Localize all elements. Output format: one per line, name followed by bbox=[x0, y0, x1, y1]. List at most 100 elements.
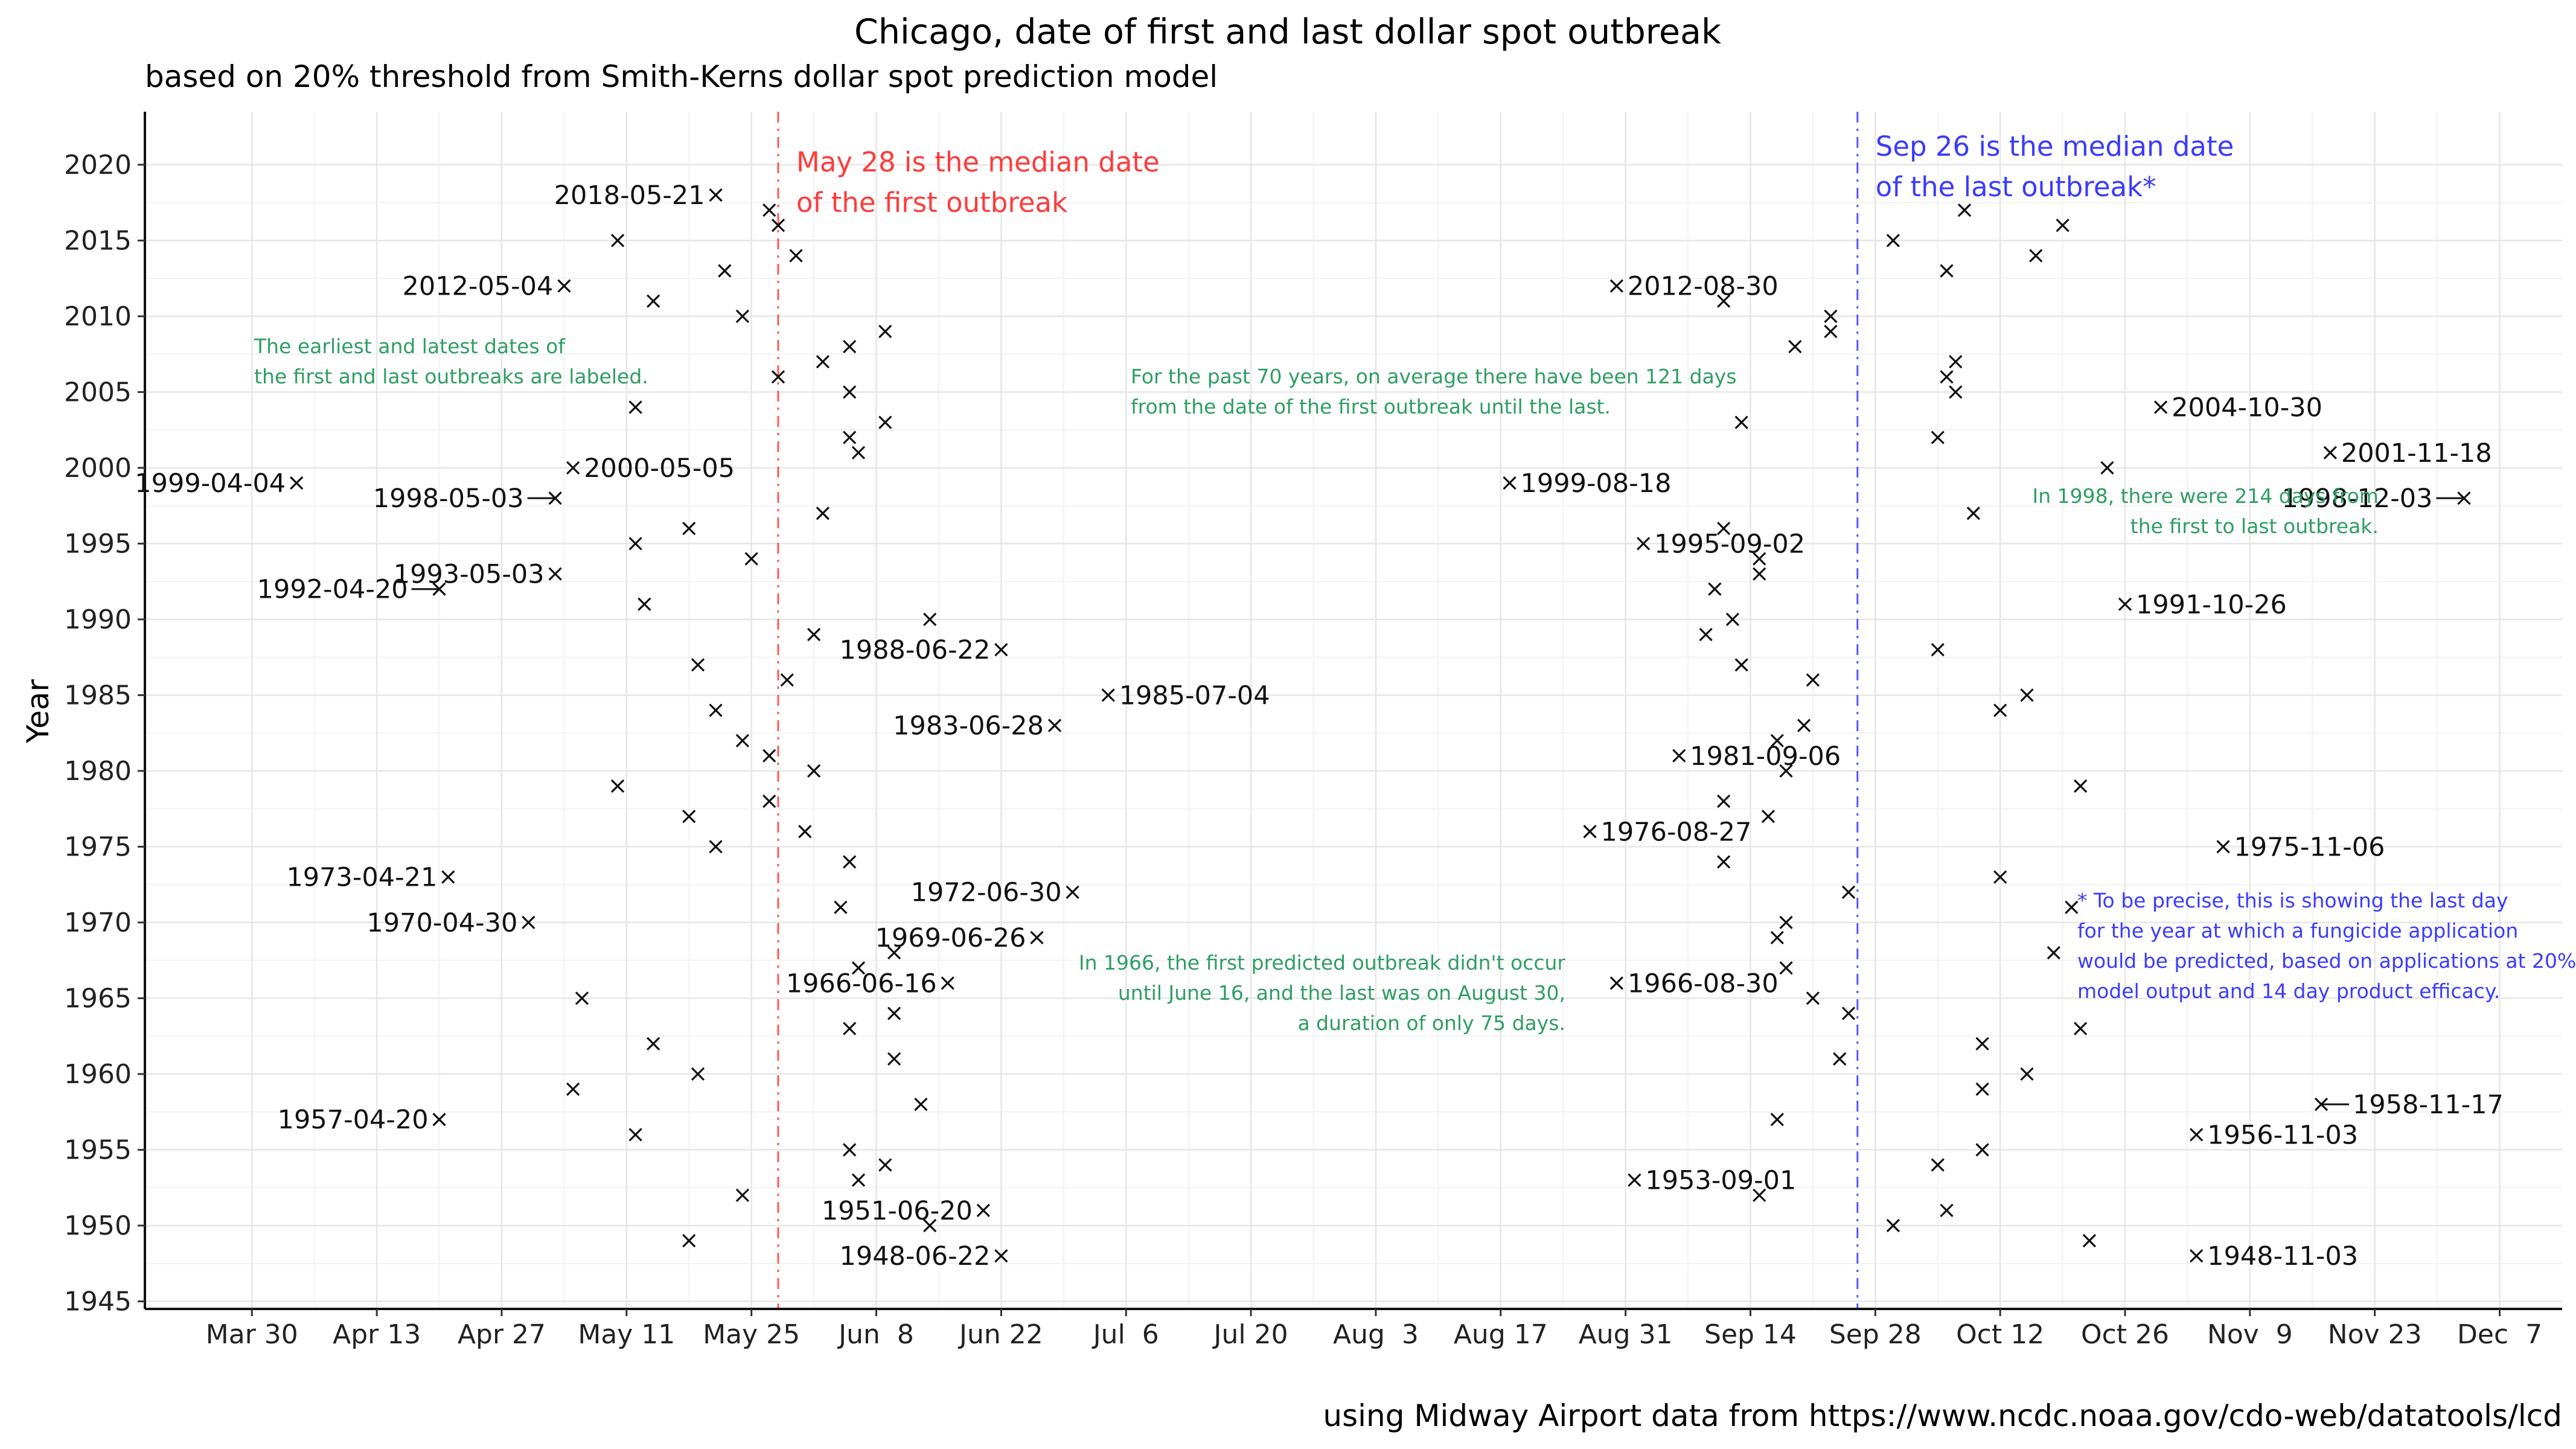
last-outbreak-point bbox=[1779, 764, 1793, 778]
annotation-median-last: Sep 26 is the median date bbox=[1876, 130, 2234, 162]
y-tick-label: 1995 bbox=[64, 528, 132, 559]
first-outbreak-point-stroke bbox=[522, 915, 535, 930]
last-outbreak-point-stroke bbox=[1753, 1188, 1766, 1202]
last-outbreak-point-stroke bbox=[1717, 794, 1731, 808]
last-outbreak-point-stroke bbox=[1717, 855, 1731, 869]
first-outbreak-point bbox=[923, 1218, 937, 1233]
first-outbreak-point bbox=[878, 1158, 892, 1172]
annotation-note-1998: In 1998, there were 214 days from bbox=[2033, 484, 2379, 508]
first-outbreak-point bbox=[575, 991, 589, 1005]
last-outbreak-point bbox=[2118, 597, 2132, 611]
first-outbreak-point-stroke bbox=[994, 1249, 1008, 1263]
first-outbreak-point-stroke bbox=[851, 961, 866, 975]
last-outbreak-point-stroke bbox=[1672, 749, 1686, 763]
last-outbreak-point bbox=[1725, 612, 1740, 627]
last-outbreak-point bbox=[1966, 507, 1980, 520]
first-outbreak-point bbox=[807, 627, 821, 642]
first-outbreak-point bbox=[718, 264, 732, 278]
annotations: May 28 is the median date of the first ou… bbox=[254, 130, 2576, 1035]
last-outbreak-point-stroke bbox=[1940, 370, 1954, 384]
last-outbreak-point bbox=[1753, 552, 1766, 566]
annotation-average-note: For the past 70 years, on average there … bbox=[1131, 365, 1737, 388]
first-outbreak-point-stroke bbox=[834, 900, 848, 914]
x-tick-label: Dec 7 bbox=[2457, 1319, 2542, 1350]
first-outbreak-point bbox=[843, 1022, 857, 1035]
annotation-median-first: May 28 is the median date bbox=[796, 146, 1160, 178]
first-outbreak-point-stroke bbox=[771, 219, 785, 232]
first-outbreak-point-stroke bbox=[878, 415, 892, 429]
first-outbreak-point-stroke bbox=[709, 703, 723, 717]
first-outbreak-point-stroke bbox=[628, 400, 642, 414]
first-outbreak-point-stroke bbox=[807, 764, 821, 778]
chart-title: Chicago, date of first and last dollar s… bbox=[854, 12, 1721, 52]
first-outbreak-point-stroke bbox=[878, 324, 892, 339]
y-tick-label: 1990 bbox=[64, 604, 132, 635]
last-outbreak-point bbox=[1949, 355, 1963, 369]
last-outbreak-point bbox=[1841, 1006, 1856, 1020]
last-outbreak-point bbox=[1975, 1082, 1989, 1096]
x-tick-label: May 11 bbox=[578, 1319, 675, 1350]
first-outbreak-point bbox=[548, 567, 562, 581]
first-outbreak-point bbox=[843, 1143, 857, 1157]
last-outbreak-point-stroke bbox=[1833, 1052, 1847, 1066]
last-outbreak-point bbox=[1637, 537, 1651, 551]
y-tick-label: 1945 bbox=[64, 1286, 132, 1317]
annotation-note-1966: until June 16, and the last was on Augus… bbox=[1118, 981, 1565, 1005]
last-outbreak-point-stroke bbox=[1824, 309, 1838, 323]
last-outbreak-point bbox=[1628, 1173, 1641, 1187]
first-outbreak-point-stroke bbox=[432, 1113, 446, 1127]
last-outbreak-point bbox=[2082, 1233, 2097, 1248]
point-label: 2004-10-30 bbox=[2172, 392, 2322, 423]
last-outbreak-point bbox=[1717, 294, 1731, 308]
first-outbreak-point bbox=[691, 658, 705, 672]
point-label: 1953-09-01 bbox=[1645, 1166, 1796, 1196]
axes bbox=[144, 112, 2562, 1310]
last-outbreak-point bbox=[1886, 1218, 1900, 1233]
last-outbreak-point bbox=[1734, 658, 1748, 672]
last-outbreak-point-stroke bbox=[2029, 249, 2043, 263]
point-label: 1988-06-22 bbox=[839, 635, 990, 665]
first-outbreak-point bbox=[682, 1233, 696, 1248]
last-outbreak-point-stroke bbox=[1824, 324, 1838, 339]
last-outbreak-point bbox=[2056, 219, 2069, 232]
first-outbreak-point-stroke bbox=[816, 355, 830, 369]
last-outbreak-point-stroke bbox=[1949, 355, 1963, 369]
y-tick-label: 2020 bbox=[64, 150, 132, 181]
first-outbreak-point-stroke bbox=[575, 991, 589, 1005]
first-outbreak-point bbox=[843, 339, 857, 354]
x-axis-ticks: Mar 30 Apr 13 Apr 27 May 11 May 25 Jun 8 Jun 2… bbox=[206, 1309, 2542, 1350]
x-tick-label: May 25 bbox=[703, 1319, 800, 1350]
x-tick-label: Apr 27 bbox=[458, 1319, 546, 1350]
point-label: 1972-06-30 bbox=[911, 878, 1062, 908]
first-outbreak-point-stroke bbox=[566, 461, 580, 475]
last-outbreak-point bbox=[2029, 249, 2043, 263]
first-outbreak-point-stroke bbox=[851, 446, 866, 459]
last-outbreak-point-stroke bbox=[1993, 870, 2007, 884]
first-outbreak-point-stroke bbox=[843, 1022, 857, 1035]
x-tick-label: Aug 17 bbox=[1454, 1319, 1548, 1350]
last-outbreak-point bbox=[1940, 1203, 1954, 1217]
first-outbreak-point-stroke bbox=[780, 673, 794, 687]
first-outbreak-point bbox=[878, 324, 892, 339]
x-tick-label: Apr 13 bbox=[333, 1319, 421, 1350]
point-label: 2012-05-04 bbox=[403, 272, 554, 302]
last-outbreak-point-stroke bbox=[2323, 446, 2337, 459]
last-outbreak-point bbox=[1931, 642, 1945, 657]
point-label: 1975-11-06 bbox=[2234, 832, 2385, 862]
x-tick-label: Jul 20 bbox=[1212, 1319, 1288, 1350]
annotation-footnote: for the year at which a fungicide applic… bbox=[2077, 919, 2518, 942]
annotation-median-last: of the last outbreak* bbox=[1876, 171, 2156, 203]
y-tick-label: 1960 bbox=[64, 1059, 132, 1090]
annotation-footnote: would be predicted, based on application… bbox=[2077, 949, 2576, 973]
first-outbreak-point bbox=[290, 476, 304, 490]
last-outbreak-point bbox=[1672, 749, 1686, 763]
point-label: 1998-05-03 bbox=[373, 484, 524, 514]
last-outbreak-point-stroke bbox=[2020, 688, 2034, 702]
point-label: 1966-08-30 bbox=[1628, 968, 1779, 999]
first-outbreak-point-stroke bbox=[843, 430, 857, 444]
point-label: 1973-04-21 bbox=[286, 863, 437, 893]
point-label: 1958-11-17 bbox=[2353, 1090, 2504, 1120]
last-outbreak-point bbox=[1833, 1052, 1847, 1066]
first-outbreak-point bbox=[816, 355, 830, 369]
first-outbreak-point-stroke bbox=[976, 1203, 990, 1217]
